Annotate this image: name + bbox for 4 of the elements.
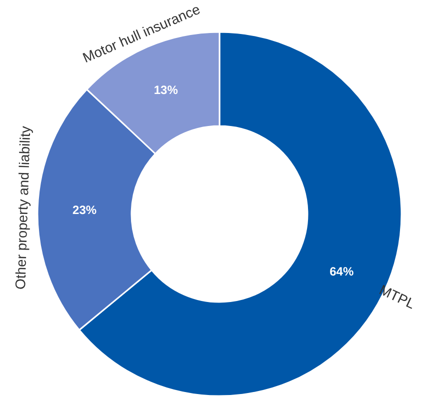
slice-label: Other property and liability: [12, 126, 34, 290]
data-label: 13%: [154, 83, 178, 98]
data-label: 23%: [72, 202, 97, 217]
data-label: 64%: [330, 264, 354, 278]
